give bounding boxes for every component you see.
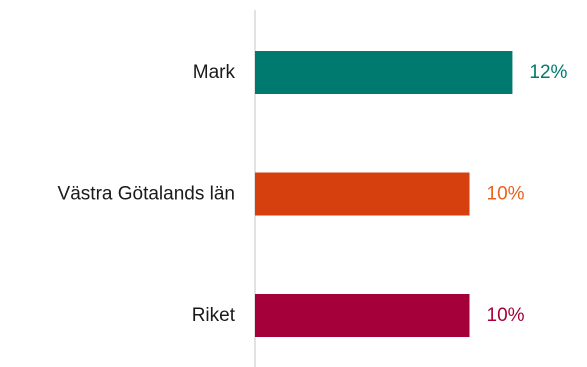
category-label-riket: Riket bbox=[192, 305, 236, 326]
value-label-mark: 12% bbox=[529, 62, 567, 83]
bar-mark bbox=[255, 51, 513, 94]
category-label-mark: Mark bbox=[193, 62, 236, 83]
category-label-vastra-gotalands-lan: Västra Götalands län bbox=[58, 184, 235, 205]
value-label-vastra-gotalands-lan: 10% bbox=[487, 184, 525, 205]
value-label-riket: 10% bbox=[487, 305, 525, 326]
bars-group: Mark 12% Västra Götalands län 10% Riket 10% bbox=[58, 51, 568, 337]
bar-riket bbox=[255, 294, 470, 337]
bar-vastra-gotalands-lan bbox=[255, 172, 470, 216]
